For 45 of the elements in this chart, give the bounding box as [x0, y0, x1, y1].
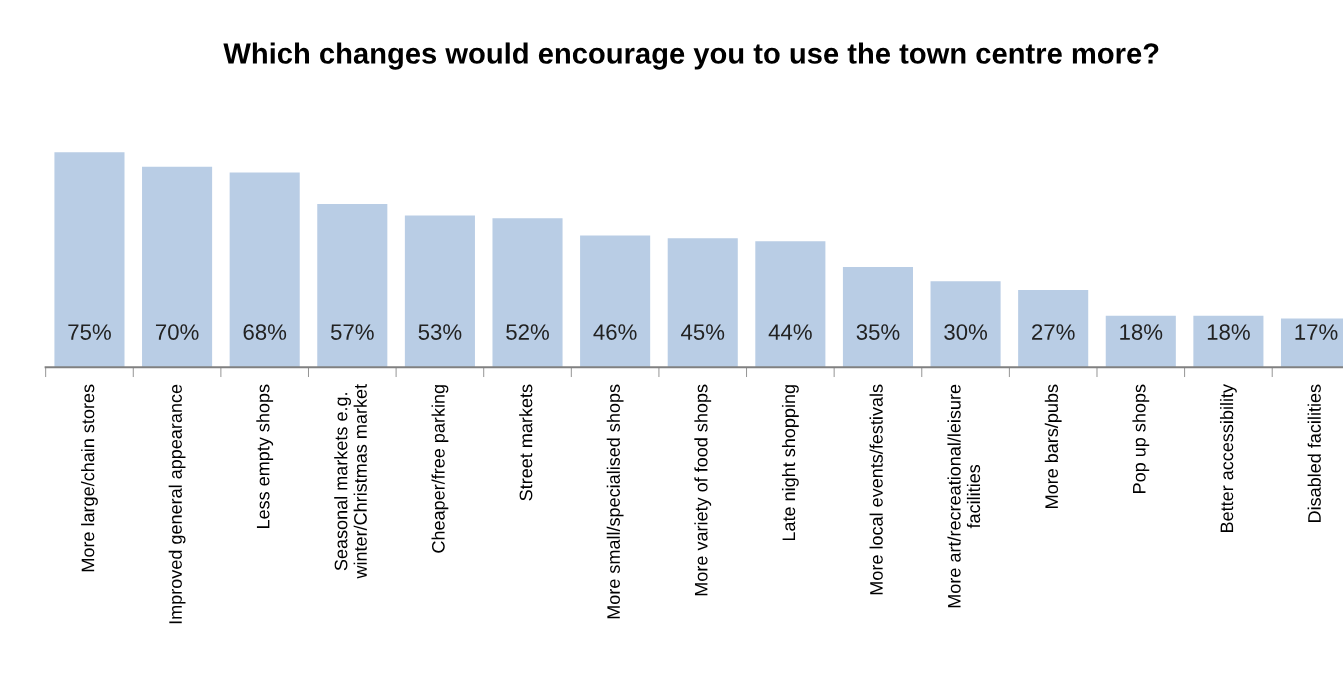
- bar: [142, 166, 213, 368]
- data-label: 75%: [68, 324, 111, 340]
- bar: [930, 281, 1001, 368]
- data-label: 53%: [418, 324, 462, 340]
- data-label: 70%: [155, 324, 199, 340]
- x-tick-label: More local events/festivals: [869, 384, 883, 595]
- x-tick-label: More small/specialised shops: [606, 384, 624, 619]
- x-tick-label: More bars/pubs: [1044, 384, 1062, 508]
- bar: [404, 215, 475, 368]
- bar: [317, 203, 388, 368]
- data-label: 46%: [593, 324, 637, 340]
- x-tick-label: Improved general appearance: [168, 384, 186, 624]
- x-tick-label: Late night shopping: [781, 385, 799, 541]
- data-label: 17%: [1295, 324, 1338, 340]
- data-label: 52%: [506, 324, 549, 340]
- data-label: 30%: [944, 324, 988, 340]
- bar: [755, 241, 826, 368]
- data-label: 35%: [856, 324, 900, 340]
- x-tick-label: Disabled facilities: [1307, 384, 1321, 522]
- bar: [1193, 315, 1264, 368]
- bar: [54, 152, 125, 368]
- data-label: 57%: [330, 324, 374, 340]
- x-tick-label: Cheaper/free parking: [431, 385, 449, 553]
- data-label: 18%: [1207, 324, 1250, 340]
- bar: [1105, 315, 1176, 368]
- chart-title: Which changes would encourage you to use the town centre more?: [223, 42, 1159, 70]
- bar: [667, 238, 738, 368]
- x-tick-label: More art/recreational/leisure facilities: [947, 384, 981, 608]
- data-label: 44%: [768, 324, 812, 340]
- bar: [1018, 289, 1089, 368]
- x-tick-label: Better accessibility: [1219, 384, 1237, 532]
- bar: [580, 235, 651, 368]
- data-label: 18%: [1120, 324, 1163, 340]
- bar: [842, 266, 914, 368]
- bar: [229, 172, 300, 368]
- data-label: 27%: [1032, 324, 1075, 340]
- data-label: 68%: [243, 324, 287, 340]
- x-tick-label: More variety of food shops: [694, 384, 712, 596]
- x-tick-label: Less empty shops: [256, 384, 274, 528]
- x-tick-label: Pop up shops: [1132, 384, 1150, 493]
- x-tick-label: Seasonal markets e.g. winter/Christmas market: [334, 384, 367, 579]
- x-tick-label: More large/chain stores: [81, 384, 98, 572]
- bar: [492, 218, 563, 368]
- data-label: 45%: [681, 324, 725, 340]
- x-tick-label: Street markets: [519, 384, 533, 501]
